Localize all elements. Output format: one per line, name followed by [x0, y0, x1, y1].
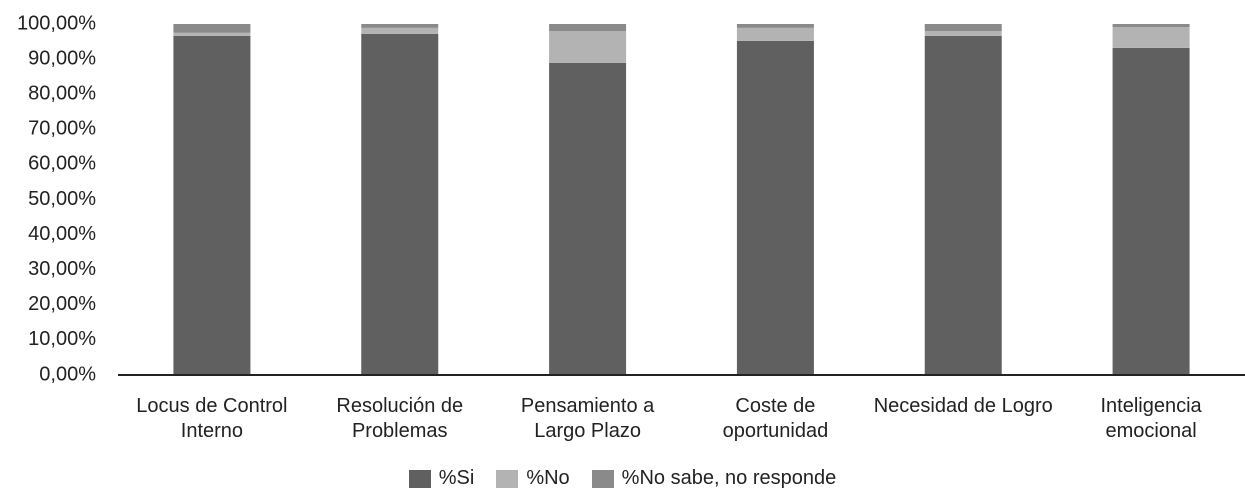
y-tick-label: 60,00%	[28, 153, 96, 175]
legend-label: %No	[526, 467, 570, 489]
x-tick-label: Necesidad de Logro	[873, 395, 1053, 417]
y-tick-label: 100,00%	[17, 12, 96, 34]
bar-segment	[173, 24, 251, 33]
bar-segment	[361, 27, 439, 34]
y-tick-label: 40,00%	[28, 223, 96, 245]
y-tick-label: 10,00%	[28, 328, 96, 350]
bar-segment	[549, 24, 627, 32]
legend-item: %No	[496, 467, 570, 490]
bar-segment	[361, 33, 439, 375]
x-tick-label: Inteligencia emocional	[1100, 395, 1202, 442]
y-tick-label: 50,00%	[28, 188, 96, 210]
x-tick-label: Locus de Control Interno	[136, 395, 288, 442]
legend-label: %Si	[438, 467, 475, 489]
bar-segment	[173, 32, 251, 36]
y-tick-label: 80,00%	[28, 82, 96, 104]
y-tick-label: 70,00%	[28, 118, 96, 140]
bar-segment	[173, 35, 251, 376]
legend-label: %No sabe, no responde	[621, 467, 837, 489]
bar-segment	[736, 27, 814, 41]
legend: %Si %No %No sabe, no responde	[0, 467, 1245, 490]
legend-item: %No sabe, no responde	[591, 467, 837, 490]
bar-segment	[549, 62, 627, 375]
legend-item: %Si	[408, 467, 475, 490]
bar-segment	[1112, 24, 1190, 28]
x-tick-label: Pensamiento a Largo Plazo	[520, 395, 655, 442]
legend-swatch	[408, 469, 431, 488]
bar-segment	[1112, 27, 1190, 48]
bar-segment	[736, 40, 814, 376]
legend-swatch	[591, 469, 614, 488]
bar-segment	[1112, 47, 1190, 375]
bar-segment	[361, 24, 439, 28]
y-tick-label: 30,00%	[28, 258, 96, 280]
legend-swatch	[496, 469, 519, 488]
bar-segment	[924, 24, 1002, 32]
y-tick-label: 20,00%	[28, 293, 96, 315]
x-tick-label: Resolución de Problemas	[336, 395, 464, 442]
bar-segment	[736, 24, 814, 28]
bar-segment	[924, 35, 1002, 376]
y-tick-label: 90,00%	[28, 47, 96, 69]
x-tick-label: Coste de oportunidad	[722, 395, 829, 442]
bar-segment	[549, 31, 627, 63]
bar-segment	[924, 31, 1002, 36]
y-tick-label: 0,00%	[39, 363, 96, 385]
